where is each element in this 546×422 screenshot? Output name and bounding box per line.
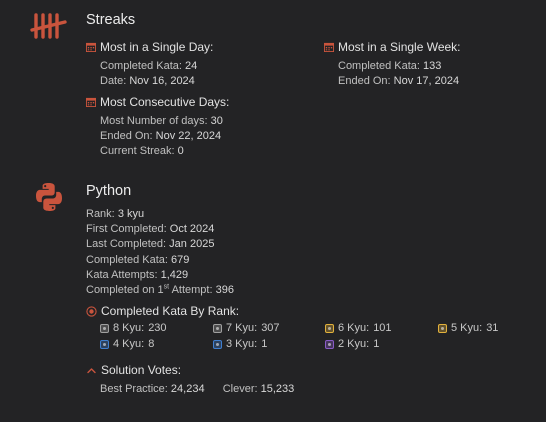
clever-value: 15,233 bbox=[260, 383, 295, 395]
rank-badge-icon bbox=[438, 323, 447, 333]
rank-value: 1 bbox=[373, 338, 380, 350]
by-rank-header: Completed Kata By Rank: bbox=[86, 303, 239, 319]
solution-votes-header[interactable]: Solution Votes: bbox=[86, 362, 181, 378]
most-days-value: 30 bbox=[210, 115, 223, 127]
rank-value: 1 bbox=[261, 338, 268, 350]
kata-attempts-value: 1,429 bbox=[160, 268, 189, 281]
first-completed-label: First Completed: bbox=[86, 223, 167, 236]
date-label: Date: bbox=[100, 75, 127, 88]
target-icon bbox=[86, 305, 97, 317]
kata-attempts-label: Kata Attempts: bbox=[86, 268, 158, 281]
calendar-icon bbox=[324, 42, 334, 52]
best-practice-label: Best Practice: bbox=[100, 383, 168, 395]
python-logo-icon bbox=[36, 183, 62, 211]
rank-label: 7 Kyu: bbox=[226, 322, 258, 334]
python-stats: Rank: 3 kyu First Completed: Oct 2024 La… bbox=[86, 207, 234, 298]
clever-label: Clever: bbox=[222, 383, 258, 395]
consecutive-days-block: Most Consecutive Days: Most Number of da… bbox=[86, 94, 229, 160]
chevron-up-icon[interactable] bbox=[86, 365, 97, 376]
solution-votes-values: Best Practice: 24,234 Clever: 15,233 bbox=[100, 382, 294, 397]
rank-value: 3 kyu bbox=[117, 208, 145, 220]
rank-6-kyu: 6 Kyu: 101 bbox=[325, 322, 392, 334]
rank-badge-icon bbox=[325, 339, 334, 349]
ended-on-label: Ended On: bbox=[100, 130, 153, 143]
rank-label: 6 Kyu: bbox=[338, 322, 370, 334]
rank-value: 101 bbox=[373, 322, 392, 334]
completed-kata-label: Completed Kata: bbox=[100, 60, 182, 72]
single-day-heading: Most in a Single Day: bbox=[100, 40, 214, 54]
tally-marks-icon bbox=[30, 13, 67, 39]
consecutive-days-heading: Most Consecutive Days: bbox=[100, 95, 230, 109]
current-streak-label: Current Streak: bbox=[100, 145, 175, 158]
python-title: Python bbox=[86, 183, 132, 199]
rank-badge-icon bbox=[100, 323, 109, 333]
streaks-title: Streaks bbox=[86, 12, 136, 28]
rank-label: 8 Kyu: bbox=[113, 322, 145, 334]
rank-label: 4 Kyu: bbox=[113, 338, 145, 350]
rank-badge-icon bbox=[213, 339, 222, 349]
rank-value: 307 bbox=[261, 322, 280, 334]
date-value: Nov 16, 2024 bbox=[129, 75, 195, 88]
ended-on-label: Ended On: bbox=[338, 75, 391, 88]
calendar-icon bbox=[86, 97, 96, 107]
last-completed-label: Last Completed: bbox=[86, 238, 167, 251]
rank-8-kyu: 8 Kyu: 230 bbox=[100, 322, 167, 334]
single-week-block: Most in a Single Week: Completed Kata: 1… bbox=[324, 39, 461, 89]
rank-2-kyu: 2 Kyu: 1 bbox=[325, 338, 379, 350]
rank-value: 230 bbox=[148, 322, 167, 334]
by-rank-heading: Completed Kata By Rank: bbox=[101, 304, 240, 318]
most-days-label: Most Number of days: bbox=[100, 115, 208, 127]
first-attempt-value: 396 bbox=[215, 283, 234, 296]
rank-3-kyu: 3 Kyu: 1 bbox=[213, 338, 267, 350]
completed-kata-value: 133 bbox=[423, 60, 442, 72]
calendar-icon bbox=[86, 42, 96, 52]
rank-value: 31 bbox=[486, 322, 499, 334]
rank-label: 2 Kyu: bbox=[338, 338, 370, 350]
last-completed-value: Jan 2025 bbox=[169, 238, 215, 251]
rank-value: 8 bbox=[148, 338, 155, 350]
completed-kata-value: 24 bbox=[185, 60, 198, 72]
rank-5-kyu: 5 Kyu: 31 bbox=[438, 322, 498, 334]
completed-kata-value: 679 bbox=[171, 253, 190, 266]
current-streak-value: 0 bbox=[177, 145, 184, 158]
rank-4-kyu: 4 Kyu: 8 bbox=[100, 338, 154, 350]
rank-label: 3 Kyu: bbox=[226, 338, 258, 350]
rank-badge-icon bbox=[100, 339, 109, 349]
single-day-block: Most in a Single Day: Completed Kata: 24… bbox=[86, 39, 213, 89]
first-completed-value: Oct 2024 bbox=[169, 223, 215, 236]
best-practice-value: 24,234 bbox=[170, 383, 205, 395]
first-attempt-label: Completed on 1st Attempt: bbox=[86, 283, 213, 296]
rank-label: 5 Kyu: bbox=[451, 322, 483, 334]
completed-kata-label: Completed Kata: bbox=[86, 253, 168, 266]
rank-label: Rank: bbox=[86, 208, 115, 220]
single-week-heading: Most in a Single Week: bbox=[338, 40, 461, 54]
rank-badge-icon bbox=[325, 323, 334, 333]
ended-on-value: Nov 22, 2024 bbox=[155, 130, 222, 143]
ended-on-value: Nov 17, 2024 bbox=[393, 75, 460, 88]
rank-badge-icon bbox=[213, 323, 222, 333]
rank-7-kyu: 7 Kyu: 307 bbox=[213, 322, 280, 334]
completed-kata-label: Completed Kata: bbox=[338, 60, 420, 72]
solution-votes-heading: Solution Votes: bbox=[101, 363, 182, 377]
